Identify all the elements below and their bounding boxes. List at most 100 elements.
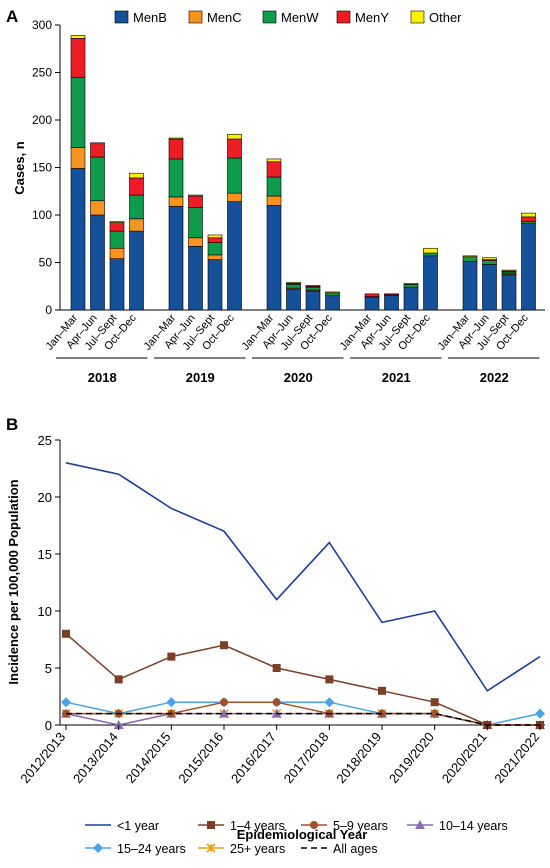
bar-segment-menb [286,288,301,311]
bar-segment-meny [70,37,86,78]
point [93,843,103,853]
point [325,675,334,684]
bar-segment-menb [521,223,536,311]
point [430,709,439,718]
bar-segment-meny [384,293,399,296]
bar-segment-other [423,247,438,254]
bar-segment-menb [384,295,399,311]
bar-segment-menc [207,254,223,260]
bar-segment-menb [462,261,478,311]
bar-segment-meny [227,138,242,159]
legend-label: Other [429,10,462,25]
legend-item: 25+ years [198,842,285,856]
y-tick-label: 250 [32,66,52,80]
legend-label: MenC [207,10,242,25]
legend-label: 25+ years [230,842,285,856]
x-tick-label: 2014/2015 [123,729,174,786]
point [62,629,70,638]
bar-segment-menb [168,206,184,311]
point [378,686,386,695]
bar-segment-other [462,255,478,258]
year-label: 2021 [382,370,411,385]
panel-a-x-labels: Jan–MarApr–JunJul–SeptOct–Dec2018Jan–Mar… [44,312,540,385]
bar-segment-menc [188,237,203,247]
bar-segment-other [501,269,517,272]
bar-segment-menw [109,230,125,249]
bar-segment-meny [266,161,282,178]
panel-b-x-labels: 2012/2013 2013/2014 2014/2015 2015/2016 2016… [17,725,542,786]
bar-segment-other [129,172,144,179]
bar-segment-other [305,284,321,287]
legend-label: 1–4 years [230,819,285,833]
bar-segment-menc [90,200,105,216]
panel-b-legend: <1 year 1–4 years 5–9 years 10–14 years 15–2… [85,819,508,856]
bar-segment-other [286,282,301,284]
bar-segment-menw [168,158,184,198]
point [61,697,71,708]
point [310,821,318,829]
panel-a-axes: 0 50 100 150 200 250 300 [32,18,545,317]
point [206,843,216,853]
bar-segment-menw [90,156,105,202]
bar-segment-meny [109,222,125,232]
y-tick-label: 300 [32,18,52,32]
y-tick-label: 0 [45,718,52,733]
legend-label: 10–14 years [439,819,508,833]
bar-segment-menb [482,264,497,311]
bar-segment-other [188,194,203,197]
point [535,708,545,719]
bar-segment-menb [501,274,517,311]
bar-segment-menb [70,168,86,311]
bar-segment-menb [266,205,282,311]
point [114,675,123,684]
bar-segment-menb [188,246,203,311]
year-label: 2019 [186,370,215,385]
bar-segment-meny [188,195,203,208]
bar-segment-menb [227,201,242,311]
bar-segment-menw [207,242,223,256]
legend-item: All ages [301,842,377,856]
x-tick-label: 2016/2017 [228,729,279,786]
point [166,697,177,708]
y-tick-label: 25 [38,433,52,448]
bar-segment-other [403,283,419,285]
x-tick-label: 2013/2014 [70,729,121,786]
legend-label: 5–9 years [333,819,388,833]
y-tick-label: 100 [32,208,52,222]
bar-segment-meny [364,293,380,298]
bar-segment-menb [403,286,419,311]
bar-segment-menw [423,252,438,257]
x-tick-label: 2020/2021 [439,729,490,786]
bar-segment-menw [325,292,340,297]
panel-a-legend: MenB MenC MenW MenY Other [114,10,462,25]
bar-segment-other [109,221,125,223]
bar-segment-menb [325,295,340,311]
bar-segment-menw [70,76,86,148]
bar-segment-menw [188,207,203,239]
y-tick-label: 10 [38,604,52,619]
panel-a-y-label: Cases, n [12,141,27,195]
bar-segment-menb [305,290,321,311]
y-tick-label: 5 [45,661,52,676]
bar-segment-meny [90,143,105,158]
bar-segment-menc [129,218,144,232]
legend-item: <1 year [85,819,159,833]
series-line [65,633,540,726]
bar-segment-menb [364,297,380,311]
bar-segment-menw [129,194,144,220]
point [113,720,124,729]
point [272,698,281,707]
year-label: 2020 [284,370,313,385]
legend-label: MenW [281,10,319,25]
legend-label: All ages [333,842,377,856]
panel-b-letter: B [6,415,18,434]
bar-segment-other [168,137,184,140]
legend-swatch [410,10,425,24]
series-line [66,712,540,726]
bar-segment-menb [207,259,223,311]
panel-b-y-label: Incidence per 100,000 Population [6,479,21,684]
bar-segment-menw [403,284,419,288]
point [415,820,425,829]
year-label: 2022 [480,370,509,385]
